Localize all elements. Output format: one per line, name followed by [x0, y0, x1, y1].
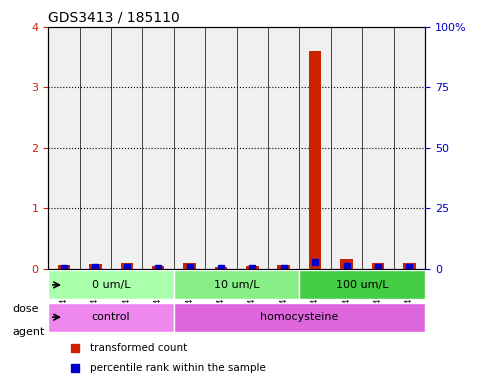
Text: 100 um/L: 100 um/L — [336, 280, 388, 290]
Bar — [341, 258, 353, 269]
Text: 10 um/L: 10 um/L — [214, 280, 259, 290]
Text: percentile rank within the sample: percentile rank within the sample — [90, 363, 266, 373]
Text: dose: dose — [12, 304, 39, 314]
Text: GDS3413 / 185110: GDS3413 / 185110 — [48, 10, 180, 24]
Text: homocysteine: homocysteine — [260, 312, 339, 322]
Bar — [403, 263, 416, 269]
Bar — [246, 266, 259, 269]
Bar — [89, 264, 101, 269]
FancyBboxPatch shape — [299, 270, 425, 300]
Bar — [214, 267, 227, 269]
Bar — [152, 266, 164, 269]
FancyBboxPatch shape — [48, 270, 174, 300]
Bar — [372, 263, 384, 269]
Bar — [309, 51, 322, 269]
Bar — [184, 263, 196, 269]
FancyBboxPatch shape — [174, 303, 425, 332]
FancyBboxPatch shape — [174, 270, 299, 300]
Bar — [121, 263, 133, 269]
Text: agent: agent — [12, 327, 44, 337]
Bar — [277, 265, 290, 269]
Bar — [58, 265, 71, 269]
FancyBboxPatch shape — [48, 303, 174, 332]
Text: control: control — [92, 312, 130, 322]
Text: transformed count: transformed count — [90, 343, 187, 353]
Text: 0 um/L: 0 um/L — [92, 280, 130, 290]
